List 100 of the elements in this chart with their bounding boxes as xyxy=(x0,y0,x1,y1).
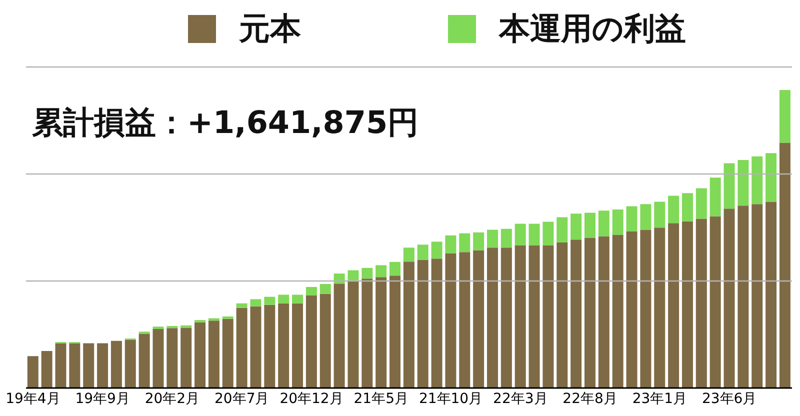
bar xyxy=(514,246,526,388)
bar xyxy=(445,253,456,388)
bar xyxy=(640,230,652,388)
bar xyxy=(445,235,456,254)
bar xyxy=(584,238,596,388)
bar xyxy=(528,224,540,246)
bar xyxy=(306,286,317,296)
bar xyxy=(598,236,610,388)
bar xyxy=(570,240,582,388)
bar xyxy=(306,295,317,388)
x-tick-label: 20年7月 xyxy=(214,390,270,407)
bar xyxy=(500,248,512,388)
bar xyxy=(696,188,707,219)
bar xyxy=(292,303,304,388)
bar xyxy=(752,156,763,204)
bar xyxy=(41,351,52,388)
bar xyxy=(124,340,136,388)
bar xyxy=(556,242,568,388)
bar xyxy=(640,204,652,230)
x-tick-label: 21年10月 xyxy=(418,390,483,407)
bar xyxy=(348,280,359,388)
bar xyxy=(766,202,777,388)
bar xyxy=(403,248,414,262)
bar xyxy=(222,316,234,319)
bar xyxy=(542,246,554,388)
bar xyxy=(682,221,693,388)
bar xyxy=(320,294,331,388)
legend-label: 本運用の利益 xyxy=(499,11,686,47)
bar xyxy=(55,343,66,388)
bar xyxy=(766,153,777,202)
bar xyxy=(83,343,94,388)
bar xyxy=(348,270,359,280)
legend-label: 元本 xyxy=(239,11,301,47)
bar xyxy=(710,216,721,388)
x-tick-label: 21年5月 xyxy=(354,390,409,407)
bar xyxy=(612,209,624,235)
bar xyxy=(654,228,666,388)
bar xyxy=(710,178,721,216)
x-tick-label: 22年3月 xyxy=(493,390,548,407)
bar xyxy=(362,278,373,388)
bar xyxy=(724,163,735,209)
bar xyxy=(738,206,749,388)
bar xyxy=(696,218,707,388)
bar xyxy=(208,320,220,388)
bar xyxy=(528,246,540,388)
bar xyxy=(570,214,582,240)
bar xyxy=(556,217,568,243)
x-tick-label: 23年1月 xyxy=(632,390,688,407)
bar xyxy=(654,202,666,228)
bar xyxy=(542,222,554,246)
bar xyxy=(264,296,276,305)
bar xyxy=(403,262,414,388)
bar xyxy=(626,231,638,388)
bar xyxy=(236,303,248,308)
bar xyxy=(250,299,262,306)
bar xyxy=(459,252,470,388)
bar xyxy=(779,90,790,143)
bar xyxy=(390,262,400,276)
bar xyxy=(598,210,610,236)
bar xyxy=(69,343,80,388)
bar xyxy=(292,294,304,304)
x-tick-label: 19年4月 xyxy=(6,390,60,407)
bar xyxy=(166,328,178,388)
bar xyxy=(376,277,387,388)
bar xyxy=(278,303,290,388)
annotation: 累計損益：+1,641,875円 xyxy=(32,104,419,143)
bar xyxy=(264,304,276,388)
bar xyxy=(724,208,735,388)
bar xyxy=(417,260,428,388)
bar xyxy=(738,160,749,206)
bar xyxy=(27,356,38,388)
bar xyxy=(486,230,498,248)
bar xyxy=(682,193,693,222)
bar xyxy=(194,322,206,388)
bar xyxy=(180,325,192,328)
bar xyxy=(431,242,442,259)
bar xyxy=(668,223,680,388)
bar xyxy=(626,206,638,232)
x-tick-label: 20年2月 xyxy=(144,390,200,407)
bar xyxy=(236,308,248,388)
bar xyxy=(222,318,234,388)
bar xyxy=(320,284,331,294)
bar xyxy=(779,142,790,388)
bar xyxy=(138,334,150,388)
bar xyxy=(612,234,624,388)
bar xyxy=(486,248,498,388)
bar xyxy=(152,328,164,388)
bar xyxy=(250,306,262,388)
bar xyxy=(473,232,484,250)
bar xyxy=(431,258,442,388)
bar xyxy=(97,343,108,388)
bar xyxy=(278,294,290,304)
x-tick-label: 20年12月 xyxy=(280,390,344,407)
bar xyxy=(459,233,470,252)
x-tick-label: 19年9月 xyxy=(75,390,130,407)
bar xyxy=(668,196,680,224)
bar xyxy=(514,224,526,246)
bar xyxy=(752,204,763,388)
bar xyxy=(500,228,512,248)
bar xyxy=(110,340,122,388)
